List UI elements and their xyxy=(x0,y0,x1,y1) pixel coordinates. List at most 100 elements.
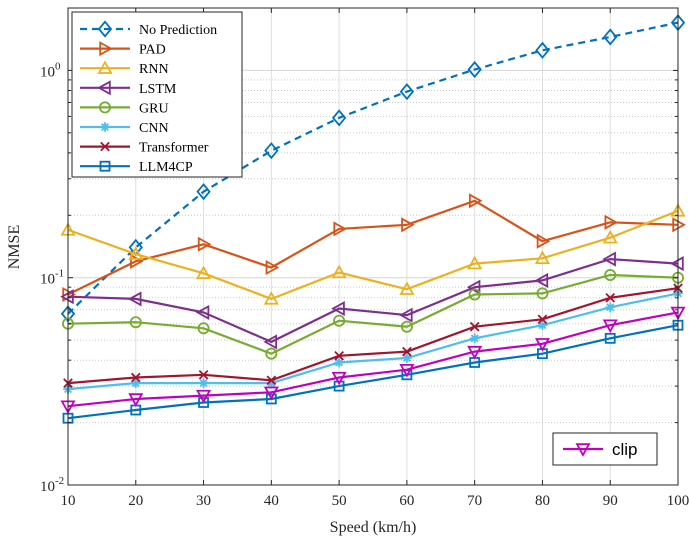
series-pad xyxy=(62,193,686,303)
marker-asterisk xyxy=(130,378,141,388)
marker-triangle-up xyxy=(331,264,347,279)
marker-asterisk xyxy=(198,378,209,388)
marker-circle xyxy=(536,287,549,300)
marker-asterisk xyxy=(469,333,480,344)
y-tick-exponent: -2 xyxy=(55,475,64,487)
y-tick-exponent: -1 xyxy=(55,268,64,280)
legend-label: GRU xyxy=(139,101,169,116)
x-tick-label: 60 xyxy=(399,493,414,509)
y-tick-label: 10-2 xyxy=(40,475,64,495)
x-tick-label: 40 xyxy=(264,493,279,509)
marker-triangle-left xyxy=(97,80,111,96)
series-line xyxy=(67,257,679,344)
legend-entry: No Prediction xyxy=(80,20,217,38)
legend-box xyxy=(71,11,243,178)
y-tick-label: 10-1 xyxy=(40,268,64,288)
series-rnn xyxy=(60,203,686,305)
marker-circle xyxy=(129,316,142,329)
legend-label: clip xyxy=(612,440,638,459)
legend-secondary: clip xyxy=(552,432,658,466)
marker-x xyxy=(402,346,412,357)
legend-entry: Transformer xyxy=(80,141,209,156)
legend-entry: CNN xyxy=(80,121,169,136)
marker-diamond xyxy=(399,83,415,101)
marker-triangle-up xyxy=(534,250,550,265)
legend-label: LLM4CP xyxy=(139,160,193,175)
x-tick-label: 100 xyxy=(667,493,689,509)
marker-triangle-right xyxy=(197,236,212,252)
series-line xyxy=(67,273,679,355)
marker-triangle-down xyxy=(534,338,550,352)
marker-x xyxy=(198,369,209,380)
marker-triangle-up xyxy=(263,291,279,305)
series-gru xyxy=(62,269,685,360)
marker-asterisk xyxy=(537,320,548,331)
marker-diamond xyxy=(535,41,550,59)
marker-asterisk xyxy=(605,302,616,313)
marker-triangle-right xyxy=(265,259,280,276)
x-tick-label: 90 xyxy=(603,493,618,509)
x-axis-label: Speed (km/h) xyxy=(330,519,417,536)
legend-label: RNN xyxy=(139,62,169,77)
marker-asterisk xyxy=(402,353,412,363)
marker-x xyxy=(469,321,480,332)
marker-triangle-down xyxy=(467,345,483,360)
legend-label: No Prediction xyxy=(139,23,217,38)
marker-triangle-right xyxy=(99,41,113,57)
legend-label: PAD xyxy=(139,43,166,58)
legend-entry: LLM4CP xyxy=(80,160,193,175)
marker-triangle-up xyxy=(128,246,144,260)
legend-label: LSTM xyxy=(139,82,177,97)
marker-circle xyxy=(265,347,278,360)
series-line xyxy=(67,287,679,385)
legend-entry: PAD xyxy=(80,41,166,58)
marker-asterisk xyxy=(266,378,277,388)
y-tick-label: 100 xyxy=(40,60,61,80)
marker-circle xyxy=(468,288,481,301)
y-tick-exponent: 0 xyxy=(55,60,61,72)
marker-circle xyxy=(197,322,210,335)
series-line xyxy=(67,324,679,420)
marker-triangle-down xyxy=(575,443,591,457)
legend-entry: GRU xyxy=(80,101,169,116)
legend-label: Transformer xyxy=(139,141,209,156)
x-tick-label: 50 xyxy=(332,493,347,509)
marker-square xyxy=(333,380,345,392)
marker-triangle-right xyxy=(468,193,483,209)
series-line xyxy=(67,209,679,301)
series-line xyxy=(67,21,679,315)
marker-square xyxy=(265,393,277,405)
marker-triangle-right xyxy=(401,217,415,233)
series-lstm xyxy=(60,251,684,350)
marker-circle xyxy=(400,320,413,333)
marker-x xyxy=(100,141,110,152)
marker-triangle-up xyxy=(97,60,113,74)
x-tick-label: 10 xyxy=(61,493,76,509)
marker-x xyxy=(130,372,141,383)
marker-square xyxy=(604,332,616,344)
marker-x xyxy=(334,350,344,361)
marker-asterisk xyxy=(100,122,110,132)
marker-circle xyxy=(604,269,617,282)
marker-diamond xyxy=(264,142,279,160)
marker-triangle-down xyxy=(196,389,212,404)
marker-triangle-down xyxy=(602,319,618,334)
x-tick-label: 80 xyxy=(535,493,550,509)
marker-diamond xyxy=(196,183,211,201)
marker-triangle-right xyxy=(604,214,619,230)
x-tick-label: 70 xyxy=(467,493,482,509)
marker-triangle-left xyxy=(331,301,345,317)
marker-triangle-right xyxy=(333,221,347,237)
grid xyxy=(68,7,678,485)
marker-triangle-down xyxy=(399,363,415,378)
marker-triangle-down xyxy=(128,393,144,407)
legend-entry: LSTM xyxy=(80,80,177,97)
marker-triangle-left xyxy=(60,289,74,305)
marker-triangle-left xyxy=(127,291,142,307)
series-layer xyxy=(60,14,686,424)
marker-diamond xyxy=(603,28,618,46)
x-tick-label: 30 xyxy=(196,493,211,509)
marker-triangle-left xyxy=(670,256,684,272)
marker-triangle-right xyxy=(672,217,686,233)
